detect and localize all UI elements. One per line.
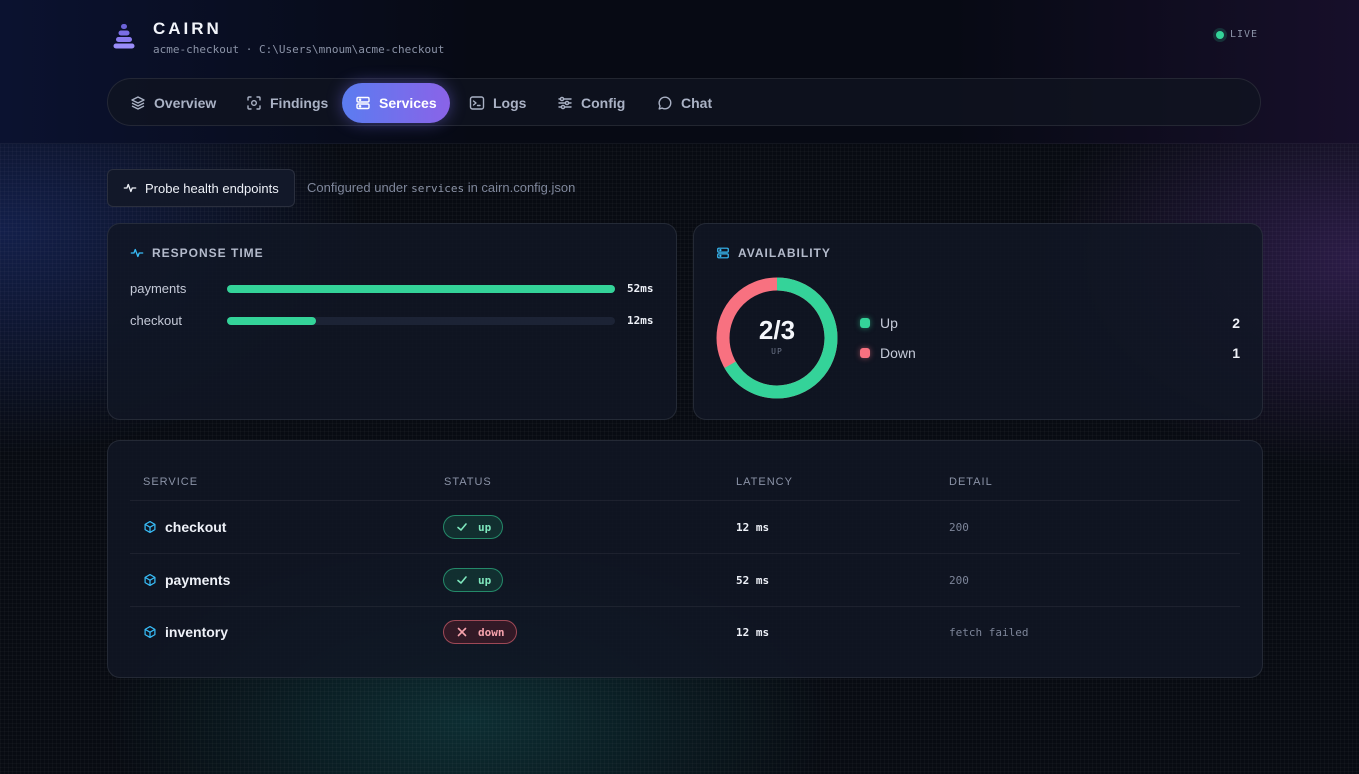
rt-bar-fill — [227, 317, 317, 325]
tab-findings[interactable]: Findings — [233, 83, 341, 123]
legend-up-swatch — [860, 318, 870, 328]
row-divider — [130, 553, 1240, 554]
response-time-title: RESPONSE TIME — [130, 246, 264, 260]
rt-service-label: payments — [130, 281, 187, 296]
live-dot-icon — [1216, 30, 1224, 39]
chat-bubble-icon — [658, 96, 672, 110]
probe-config-note: Configured under services in cairn.confi… — [307, 180, 575, 195]
detail-value: fetch failed — [949, 626, 1029, 639]
project-path: acme-checkout · C:\Users\mnoum\acme-chec… — [153, 43, 444, 56]
availability-ratio: 2/3 — [758, 315, 796, 345]
legend-label: Up — [880, 315, 898, 331]
check-icon — [457, 523, 467, 531]
status-text: down — [478, 625, 505, 639]
tab-config[interactable]: Config — [544, 83, 638, 123]
latency-value: 52 ms — [736, 574, 770, 587]
note-prefix: Configured under — [307, 180, 408, 195]
sliders-icon — [558, 96, 572, 110]
legend-up: Up 2 — [860, 314, 1240, 332]
availability-card: AVAILABILITY 2/3 UP Up 2 Down 1 — [693, 223, 1263, 420]
tab-label: Logs — [493, 95, 527, 111]
probe-button-label: Probe health endpoints — [145, 180, 279, 196]
rt-value: 52ms — [627, 282, 654, 295]
card-title-text: RESPONSE TIME — [152, 246, 264, 260]
rt-value: 12ms — [627, 314, 654, 327]
package-icon — [144, 625, 156, 639]
service-name: checkout — [165, 519, 227, 535]
tab-overview[interactable]: Overview — [117, 83, 229, 123]
legend-label: Down — [880, 345, 916, 361]
check-icon — [457, 576, 467, 584]
probe-health-button[interactable]: Probe health endpoints — [107, 169, 295, 207]
column-header-service: SERVICE — [143, 476, 199, 488]
service-name: inventory — [165, 624, 229, 640]
row-divider — [130, 500, 1240, 501]
live-label: LIVE — [1230, 29, 1259, 40]
live-indicator: LIVE — [1216, 29, 1258, 40]
tab-label: Overview — [154, 95, 217, 111]
status-text: up — [478, 573, 492, 587]
row-divider — [130, 606, 1240, 607]
status-text: up — [478, 520, 492, 534]
project-directory: C:\Users\mnoum\acme-checkout — [258, 43, 445, 56]
cairn-logo-icon — [113, 24, 135, 49]
tab-logs[interactable]: Logs — [456, 83, 539, 123]
project-name: acme-checkout — [153, 43, 240, 56]
server-icon — [356, 96, 370, 110]
layers-icon — [131, 96, 145, 110]
table-row-service: payments — [143, 572, 230, 588]
availability-donut — [716, 277, 838, 399]
tab-label: Services — [379, 95, 437, 111]
table-row-service: inventory — [143, 624, 228, 640]
table-row-service: checkout — [143, 519, 226, 535]
status-badge: down — [443, 620, 517, 644]
column-header-latency: LATENCY — [736, 476, 793, 488]
tab-label: Chat — [681, 95, 713, 111]
package-icon — [144, 573, 156, 587]
terminal-icon — [469, 96, 485, 110]
card-title-text: AVAILABILITY — [738, 246, 831, 260]
legend-down-swatch — [860, 348, 870, 358]
availability-title: AVAILABILITY — [716, 246, 831, 260]
detail-value: 200 — [949, 574, 969, 587]
legend-count: 1 — [1232, 345, 1240, 361]
package-icon — [144, 520, 156, 534]
status-badge: up — [443, 515, 504, 539]
rt-bar-fill — [227, 285, 615, 293]
service-name: payments — [165, 572, 231, 588]
app-header: CAIRN acme-checkout · C:\Users\mnoum\acm… — [0, 0, 1359, 144]
donut-up-arc — [716, 277, 838, 399]
latency-value: 12 ms — [736, 626, 770, 639]
legend-count: 2 — [1232, 315, 1240, 331]
tab-chat[interactable]: Chat — [644, 83, 725, 123]
donut-center: 2/3 UP — [716, 277, 838, 356]
path-separator: · — [245, 43, 259, 56]
tab-label: Findings — [270, 95, 329, 111]
x-icon — [457, 627, 467, 637]
column-header-detail: DETAIL — [949, 476, 993, 488]
app-brand: CAIRN — [153, 19, 222, 38]
tab-services[interactable]: Services — [342, 83, 450, 123]
response-time-row: payments 52ms — [130, 281, 655, 297]
status-badge: up — [443, 568, 504, 592]
services-table: SERVICE STATUS LATENCY DETAIL checkout u… — [107, 440, 1263, 678]
main-tabs: Overview Findings Services Logs Config C… — [107, 78, 1261, 126]
column-header-status: STATUS — [444, 476, 492, 488]
server-icon — [717, 247, 729, 259]
activity-icon — [130, 248, 144, 258]
rt-bar-track — [227, 285, 615, 293]
activity-icon — [123, 183, 137, 193]
rt-service-label: checkout — [130, 313, 183, 328]
note-suffix: in cairn.config.json — [467, 180, 576, 195]
availability-ratio-caption: UP — [771, 347, 783, 356]
detail-value: 200 — [949, 521, 969, 534]
tab-label: Config — [581, 95, 626, 111]
scan-icon — [247, 96, 261, 110]
latency-value: 12 ms — [736, 521, 770, 534]
legend-down: Down 1 — [860, 344, 1240, 362]
response-time-card: RESPONSE TIME payments 52ms checkout 12m… — [107, 223, 677, 420]
response-time-row: checkout 12ms — [130, 313, 655, 329]
note-code: services — [411, 182, 465, 195]
rt-bar-track — [227, 317, 615, 325]
